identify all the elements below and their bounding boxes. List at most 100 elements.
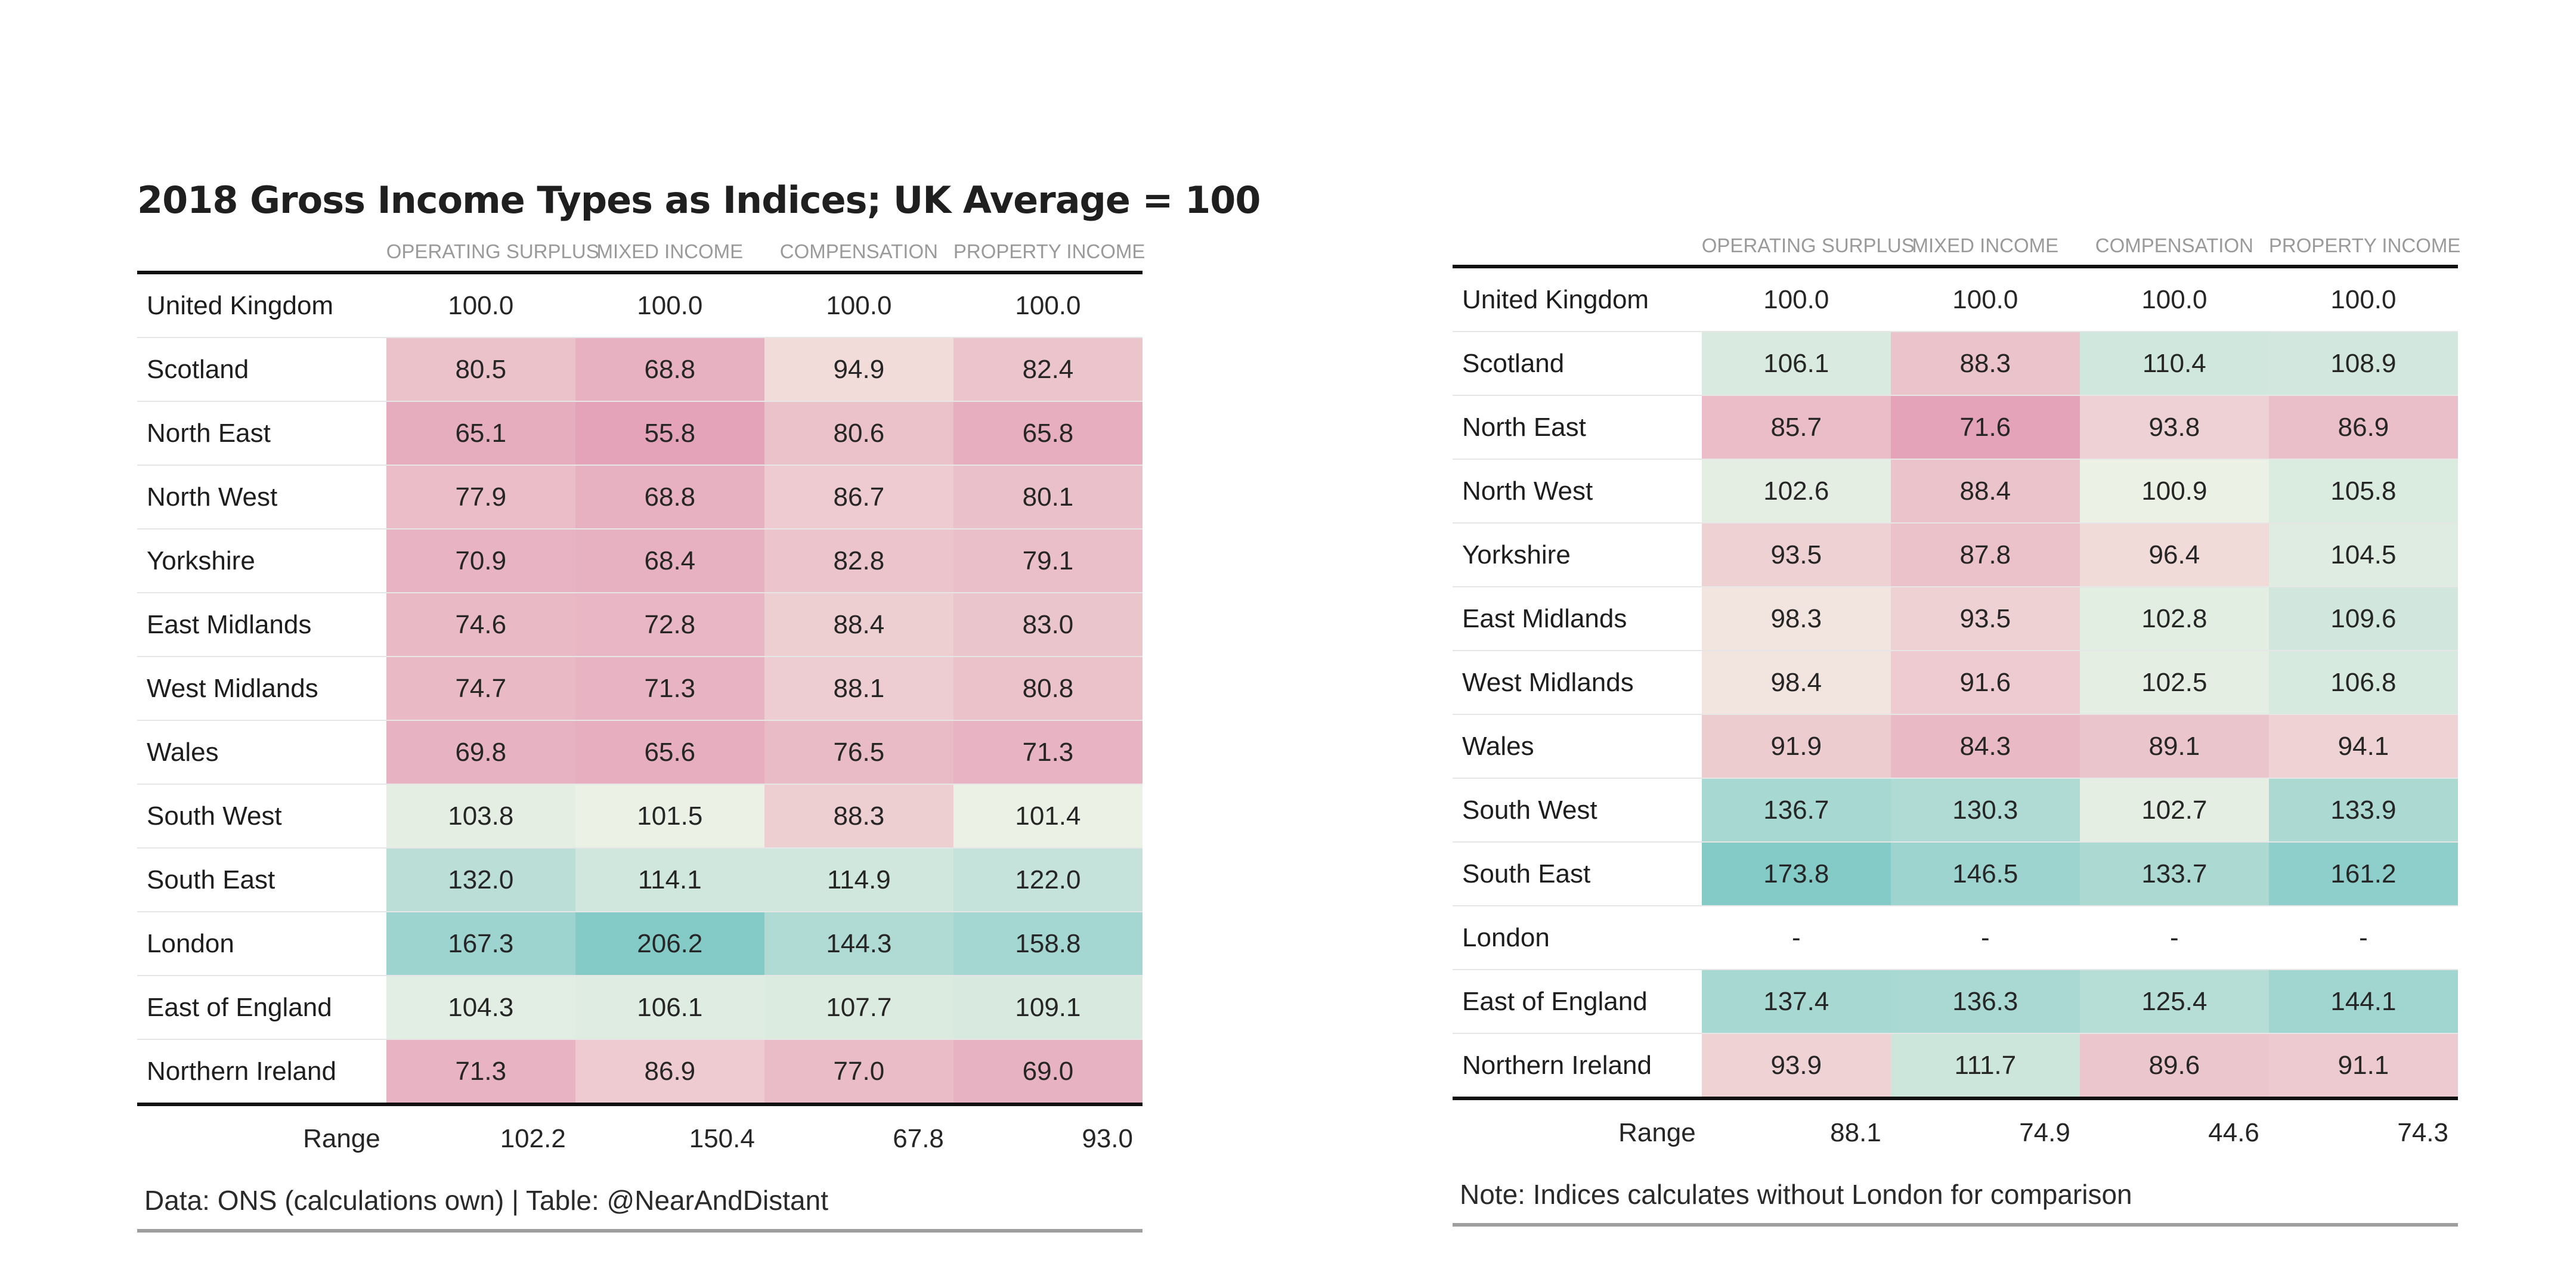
column-header-operating-surplus: OPERATING SURPLUS (1701, 234, 1915, 256)
range-value: 150.4 (689, 1124, 755, 1153)
range-value: 67.8 (893, 1124, 944, 1153)
index-cell: 130.3 (1890, 778, 2080, 843)
table-row: West Midlands 98.4 91.6 102.5 106.8 (1453, 651, 2458, 715)
table-row: United Kingdom 100.0 100.0 100.0 100.0 (1453, 267, 2458, 332)
index-cell: 137.4 (1701, 970, 1891, 1034)
range-value: 93.0 (1082, 1124, 1133, 1153)
table-row: East Midlands 74.6 72.8 88.4 83.0 (137, 593, 1143, 657)
index-cell: 133.7 (2079, 842, 2269, 906)
index-cell: 94.1 (2268, 714, 2458, 779)
row-label: Yorkshire (1453, 523, 1702, 587)
index-cell: 85.7 (1701, 395, 1891, 460)
row-label: Wales (1453, 714, 1702, 779)
row-label: South East (1453, 842, 1702, 906)
table-row: North East 85.7 71.6 93.8 86.9 (1453, 395, 2458, 460)
index-cell: 98.4 (1701, 651, 1891, 715)
row-label: London (1453, 906, 1702, 970)
index-cell: 89.1 (2079, 714, 2269, 779)
index-cell: 82.4 (953, 338, 1143, 402)
index-cell: 83.0 (953, 593, 1143, 657)
column-header-row: OPERATING SURPLUS MIXED INCOME COMPENSAT… (1453, 227, 2461, 267)
row-label: West Midlands (137, 657, 386, 721)
table-row: North West 102.6 88.4 100.9 105.8 (1453, 459, 2458, 524)
row-label: East Midlands (137, 593, 386, 657)
index-cell: 125.4 (2079, 970, 2269, 1034)
index-cell: 144.1 (2268, 970, 2458, 1034)
index-cell: 106.8 (2268, 651, 2458, 715)
index-cell: 88.4 (764, 593, 953, 657)
row-label: London (137, 912, 386, 976)
index-cell: 93.9 (1701, 1033, 1891, 1098)
index-cell: 65.1 (386, 401, 575, 466)
row-label: Wales (137, 720, 386, 785)
range-value: 44.6 (2208, 1118, 2259, 1147)
table-row: North East 65.1 55.8 80.6 65.8 (137, 401, 1143, 466)
index-cell: 93.8 (2079, 395, 2269, 460)
index-cell: 102.8 (2079, 587, 2269, 651)
row-label: United Kingdom (1453, 267, 1702, 332)
index-cell: 100.0 (764, 273, 953, 338)
index-cell: 70.9 (386, 529, 575, 593)
index-cell: 100.0 (575, 273, 764, 338)
index-cell: 109.1 (953, 976, 1143, 1040)
index-cell: 161.2 (2268, 842, 2458, 906)
source-note: Data: ONS (calculations own) | Table: @N… (137, 1172, 1143, 1233)
index-cell: 71.3 (386, 1039, 575, 1104)
index-cell: 100.0 (2079, 267, 2269, 332)
range-row: Range 88.1 74.9 44.6 74.3 (1453, 1098, 2458, 1166)
row-label: East Midlands (1453, 587, 1702, 651)
column-header-compensation: COMPENSATION (2095, 234, 2253, 256)
index-cell: 101.5 (575, 784, 764, 849)
table-row: London 167.3 206.2 144.3 158.8 (137, 912, 1143, 976)
column-header-property-income: PROPERTY INCOME (2268, 234, 2461, 256)
index-cell: 69.0 (953, 1039, 1143, 1104)
index-cell: 100.0 (1701, 267, 1891, 332)
index-cell: 68.4 (575, 529, 764, 593)
index-cell: 65.8 (953, 401, 1143, 466)
income-index-table-ex-london: OPERATING SURPLUS MIXED INCOME COMPENSAT… (1453, 227, 2461, 1166)
index-cell: 111.7 (1890, 1033, 2080, 1098)
row-label: Northern Ireland (137, 1039, 386, 1104)
range-label: Range (1618, 1118, 1696, 1147)
index-cell: 89.6 (2079, 1033, 2269, 1098)
row-label: North East (1453, 395, 1702, 460)
table-row: Northern Ireland 71.3 86.9 77.0 69.0 (137, 1039, 1143, 1104)
table-row: London - - - - (1453, 906, 2458, 970)
index-cell: 206.2 (575, 912, 764, 976)
column-header-mixed-income: MIXED INCOME (596, 240, 744, 262)
row-label: Scotland (1453, 332, 1702, 396)
index-cell: 86.9 (575, 1039, 764, 1104)
index-cell: 136.3 (1890, 970, 2080, 1034)
index-cell: 96.4 (2079, 523, 2269, 587)
index-cell: 86.7 (764, 465, 953, 530)
column-header-region (1453, 227, 1702, 267)
table-row: North West 77.9 68.8 86.7 80.1 (137, 465, 1143, 530)
chart-title: 2018 Gross Income Types as Indices; UK A… (137, 178, 1261, 222)
index-cell: 146.5 (1890, 842, 2080, 906)
index-cell: 80.6 (764, 401, 953, 466)
index-cell: 167.3 (386, 912, 575, 976)
index-cell: 100.0 (386, 273, 575, 338)
index-cell: 100.9 (2079, 459, 2269, 524)
table-row: South East 132.0 114.1 114.9 122.0 (137, 848, 1143, 912)
row-label: Yorkshire (137, 529, 386, 593)
index-cell: 91.9 (1701, 714, 1891, 779)
index-cell: 68.8 (575, 465, 764, 530)
index-cell: 103.8 (386, 784, 575, 849)
table-row: Yorkshire 70.9 68.4 82.8 79.1 (137, 529, 1143, 593)
index-cell: 65.6 (575, 720, 764, 785)
index-cell: 100.0 (2268, 267, 2458, 332)
index-cell: 122.0 (953, 848, 1143, 912)
index-cell: 104.5 (2268, 523, 2458, 587)
table-row: East Midlands 98.3 93.5 102.8 109.6 (1453, 587, 2458, 651)
index-cell: 93.5 (1890, 587, 2080, 651)
index-cell: 55.8 (575, 401, 764, 466)
index-cell: 136.7 (1701, 778, 1891, 843)
row-label: South West (137, 784, 386, 849)
row-label: East of England (1453, 970, 1702, 1034)
index-cell: 173.8 (1701, 842, 1891, 906)
table-row: South West 136.7 130.3 102.7 133.9 (1453, 778, 2458, 843)
table-row: Northern Ireland 93.9 111.7 89.6 91.1 (1453, 1033, 2458, 1098)
index-cell: 132.0 (386, 848, 575, 912)
index-cell: 102.7 (2079, 778, 2269, 843)
